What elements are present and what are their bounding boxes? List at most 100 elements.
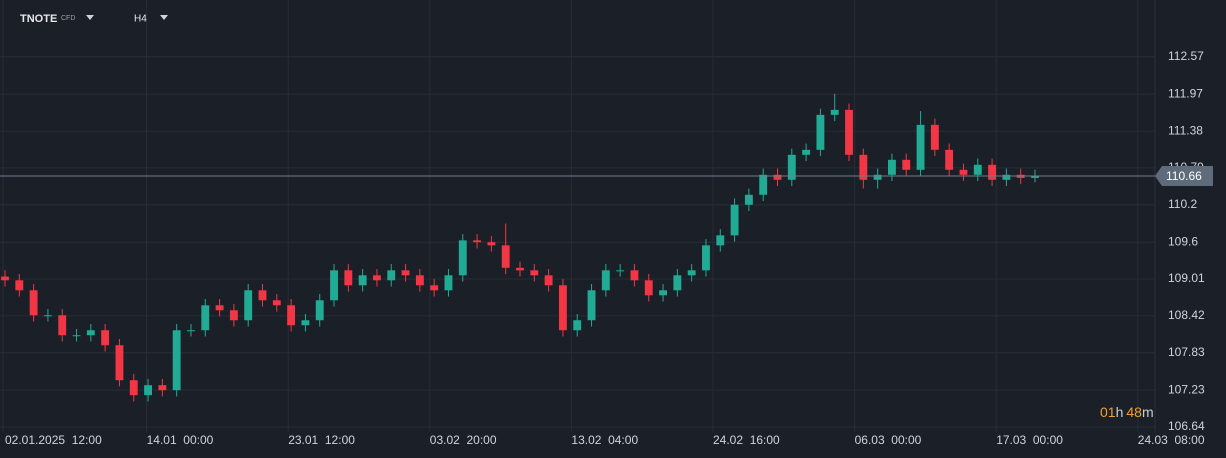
y-tick-label: 110.2 bbox=[1168, 197, 1197, 211]
candle-body bbox=[29, 290, 38, 316]
y-tick-label: 107.83 bbox=[1168, 345, 1205, 359]
y-tick-label: 111.38 bbox=[1168, 123, 1203, 137]
candle-body bbox=[673, 275, 682, 291]
y-tick-label: 106.64 bbox=[1168, 419, 1205, 433]
y-tick-label: 109.6 bbox=[1168, 234, 1198, 248]
y-tick-label: 111.97 bbox=[1168, 86, 1203, 100]
candle-body bbox=[301, 320, 310, 326]
candle-body bbox=[744, 194, 753, 205]
candle-body bbox=[873, 174, 882, 180]
candle-body bbox=[516, 267, 524, 271]
candle-body bbox=[15, 280, 24, 291]
candle-body bbox=[315, 300, 324, 321]
candle-body bbox=[115, 345, 124, 381]
x-tick-label: 13.02 04:00 bbox=[571, 433, 638, 447]
candle-body bbox=[988, 164, 997, 180]
instrument-type: CFD bbox=[61, 15, 75, 22]
candle-body bbox=[458, 240, 467, 276]
x-tick-label: 24.03 08:00 bbox=[1138, 433, 1205, 447]
y-tick-label: 108.42 bbox=[1168, 308, 1205, 322]
candle-body bbox=[215, 305, 224, 311]
candle-body bbox=[244, 290, 253, 321]
x-tick-label: 23.01 12:00 bbox=[288, 433, 355, 447]
candle-body bbox=[730, 204, 739, 236]
countdown-hours-unit: h bbox=[1116, 404, 1124, 420]
symbol[interactable]: TNOTE bbox=[20, 13, 57, 25]
candle-body bbox=[272, 300, 281, 306]
grid bbox=[0, 0, 1155, 432]
candle-body bbox=[587, 290, 596, 321]
candles bbox=[1, 93, 1039, 402]
candle-body bbox=[487, 242, 496, 246]
candle-body bbox=[573, 320, 582, 331]
y-tick-label: 107.23 bbox=[1168, 382, 1205, 396]
candle-body bbox=[1002, 174, 1011, 180]
candle-body bbox=[43, 315, 52, 317]
candle-body bbox=[158, 385, 167, 391]
candle-body bbox=[630, 270, 639, 281]
candle-body bbox=[845, 109, 853, 155]
x-tick-label: 06.03 00:00 bbox=[855, 433, 922, 447]
candle-body bbox=[415, 275, 424, 286]
candle-body bbox=[702, 245, 710, 271]
candle-body bbox=[501, 245, 510, 268]
candle-body bbox=[716, 235, 725, 246]
candle-body bbox=[859, 154, 868, 180]
candle-body bbox=[930, 124, 939, 150]
candle-body bbox=[401, 270, 410, 276]
x-tick-label: 17.03 00:00 bbox=[996, 433, 1063, 447]
candle-body bbox=[358, 275, 367, 286]
candle-body bbox=[759, 174, 768, 195]
candle-body bbox=[1031, 176, 1039, 178]
candle-body bbox=[558, 285, 567, 331]
x-tick-label: 02.01.2025 12:00 bbox=[5, 433, 102, 447]
candle-body bbox=[187, 330, 195, 332]
candle-body bbox=[172, 330, 181, 391]
timeframe-dropdown[interactable] bbox=[160, 15, 168, 20]
countdown-minutes: 48 bbox=[1126, 404, 1142, 420]
candle-body bbox=[1, 276, 9, 281]
x-tick-label: 03.02 20:00 bbox=[430, 433, 497, 447]
candle-body bbox=[687, 270, 696, 276]
candle-body bbox=[830, 109, 839, 115]
candle-body bbox=[258, 290, 267, 301]
candle-body bbox=[787, 154, 796, 180]
candle-body bbox=[129, 380, 138, 396]
candle-body bbox=[144, 385, 152, 396]
countdown-minutes-unit: m bbox=[1142, 404, 1154, 420]
candle-body bbox=[916, 124, 925, 170]
candle-body bbox=[773, 174, 782, 180]
candle-body bbox=[601, 270, 610, 291]
candle-body bbox=[888, 159, 896, 175]
candle-body bbox=[344, 270, 353, 286]
labels: 106.64 107.23 107.83 108.42 109.01 109.6 110.2… bbox=[0, 0, 1213, 447]
last-price-tag bbox=[1155, 166, 1213, 187]
symbol-dropdown[interactable] bbox=[86, 15, 94, 20]
candle-body bbox=[945, 149, 954, 170]
candle-body bbox=[902, 159, 911, 170]
candle-body bbox=[816, 114, 825, 150]
candle-body bbox=[58, 315, 67, 336]
x-tick-label: 24.02 16:00 bbox=[713, 433, 780, 447]
x-tick-label: 14.01 00:00 bbox=[147, 433, 214, 447]
candle-body bbox=[387, 270, 396, 281]
candle-body bbox=[86, 330, 95, 336]
candle-body bbox=[287, 305, 296, 326]
countdown-hours: 01 bbox=[1100, 404, 1116, 420]
candle-body bbox=[959, 169, 968, 175]
candle-body bbox=[973, 164, 982, 175]
candle-body bbox=[330, 270, 338, 301]
candle-body bbox=[229, 310, 238, 321]
countdown: 01h 48m bbox=[1100, 404, 1154, 420]
candle-body bbox=[659, 290, 667, 296]
y-tick-label: 112.57 bbox=[1168, 49, 1204, 63]
timeframe[interactable]: H4 bbox=[134, 14, 147, 25]
last-price-label: 110.66 bbox=[1166, 169, 1202, 183]
candle-body bbox=[544, 275, 553, 286]
candle-body bbox=[473, 240, 482, 243]
candle-body bbox=[373, 275, 381, 281]
candle-body bbox=[101, 330, 110, 346]
